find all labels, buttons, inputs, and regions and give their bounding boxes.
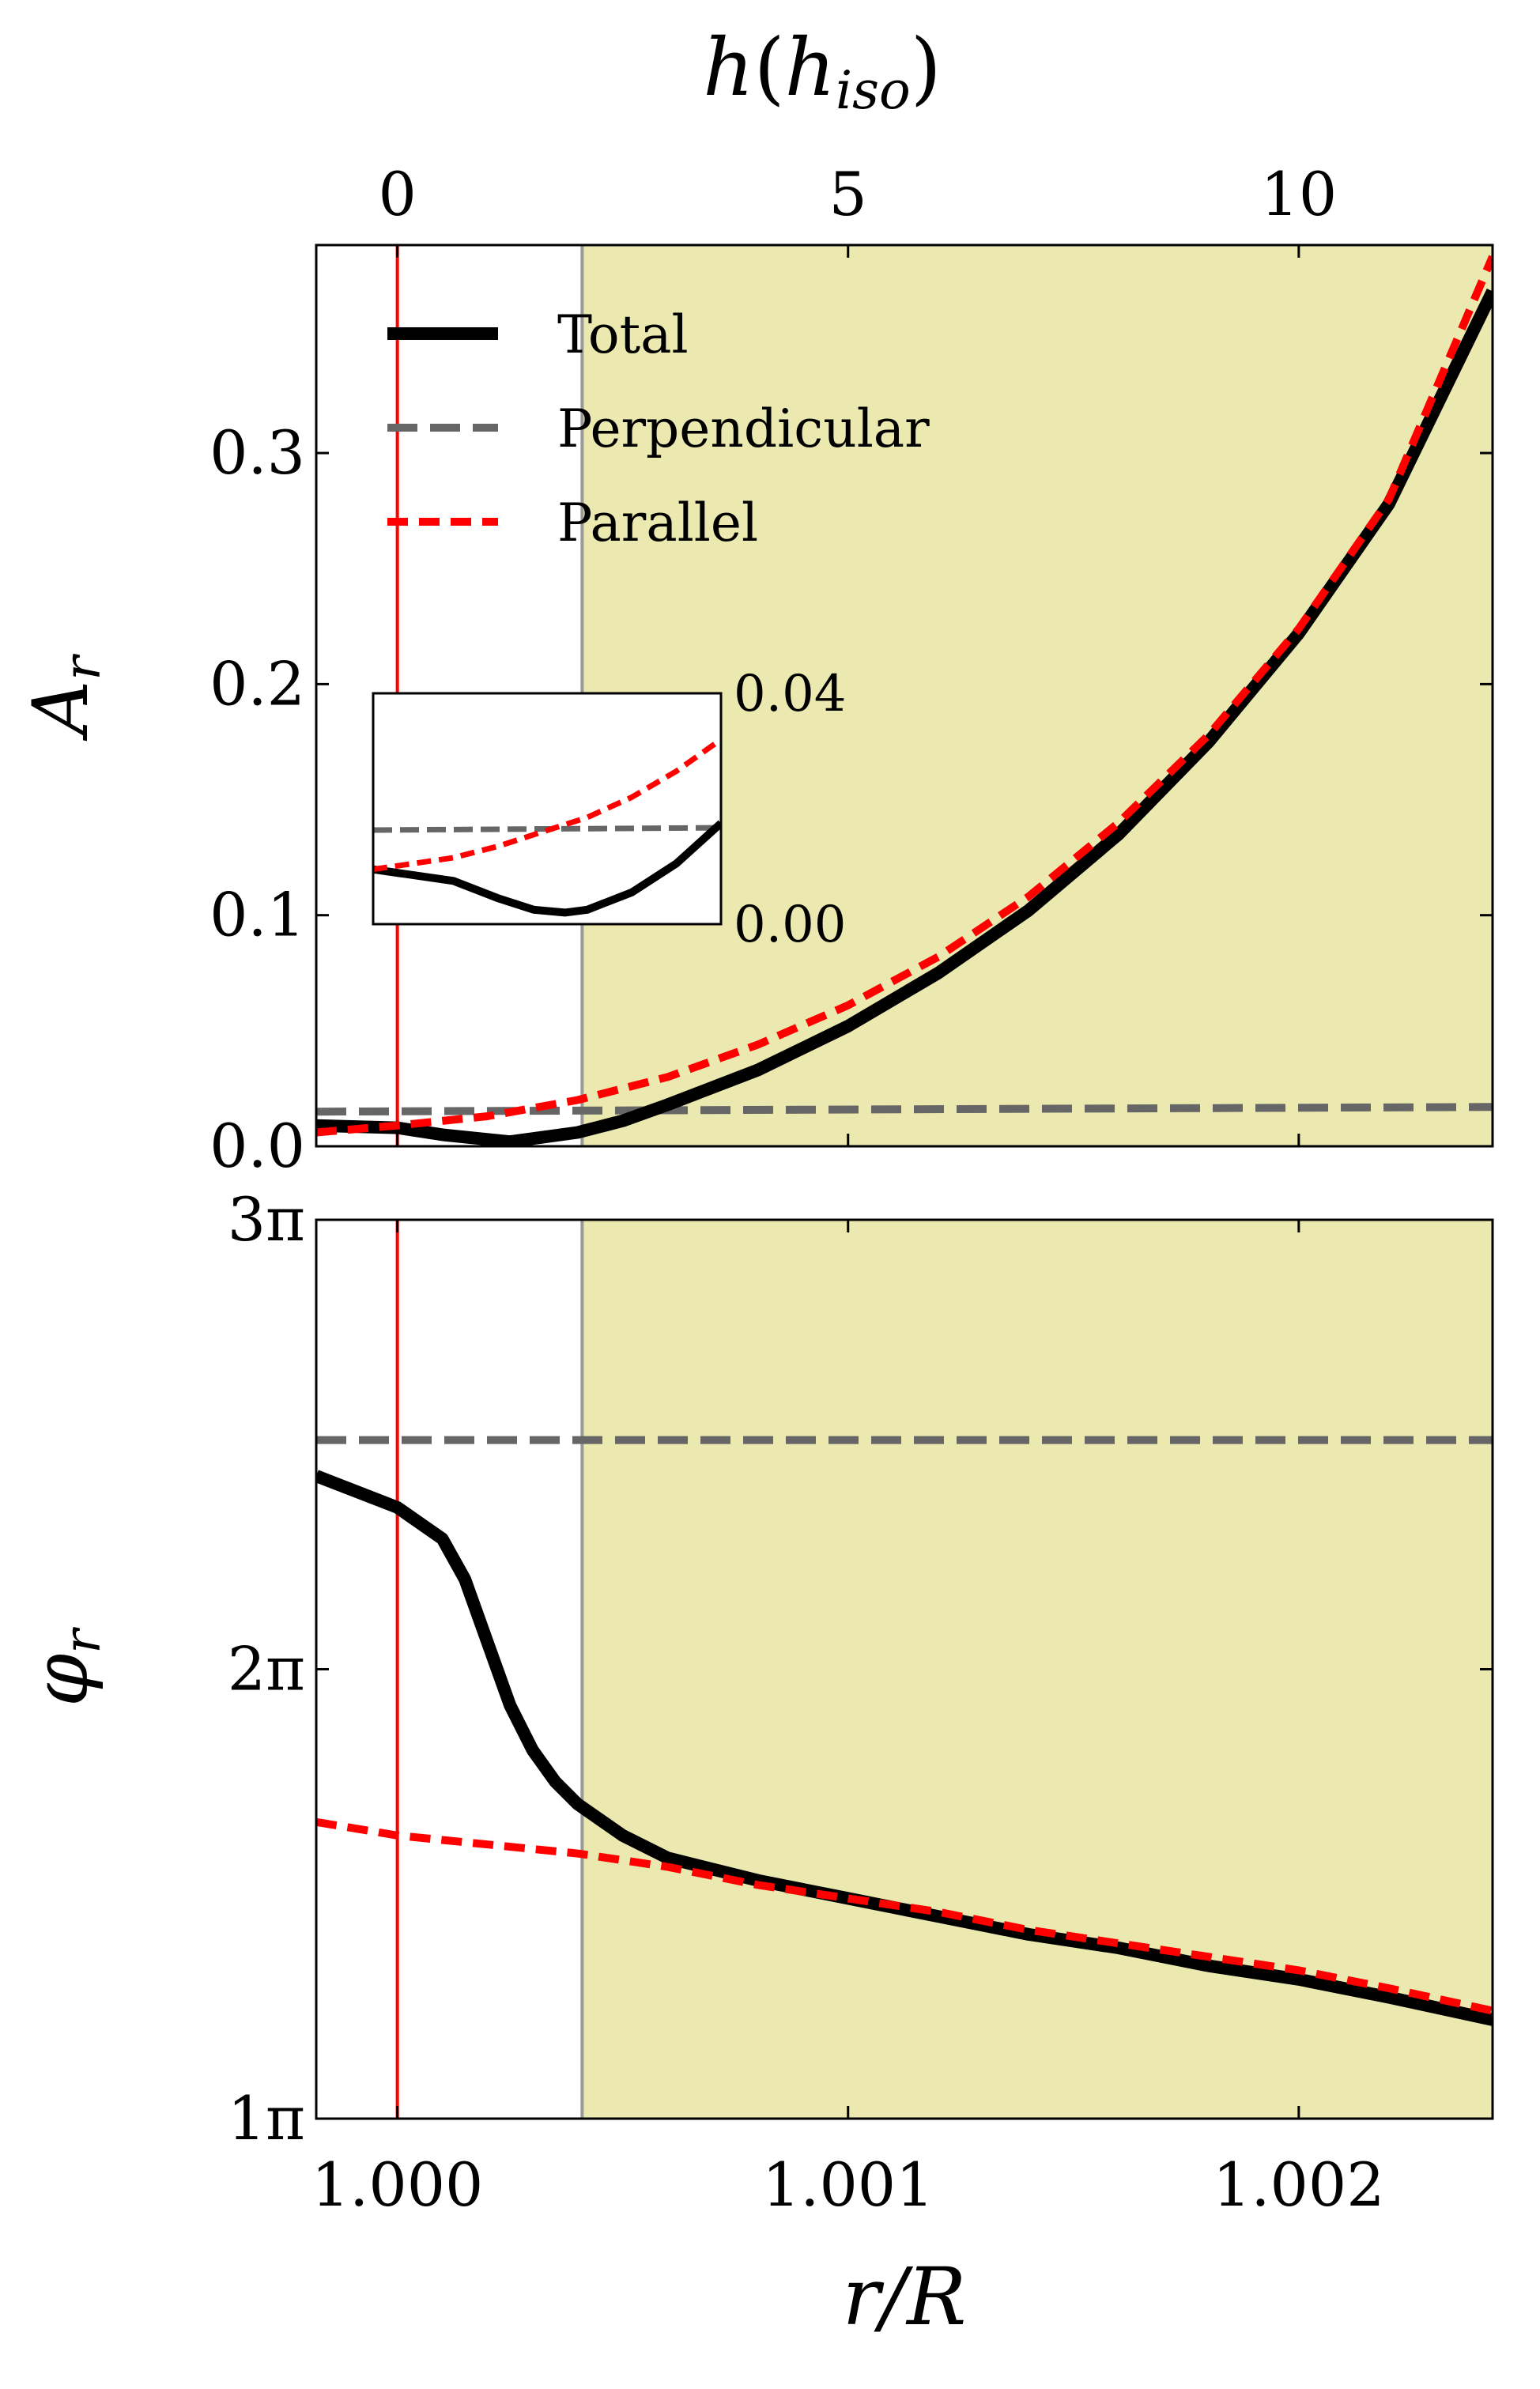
amplitude-ytick-label: 0.2 — [209, 648, 305, 719]
inset-series-parallel — [373, 737, 721, 873]
inset: 0.00 0.04 — [372, 665, 847, 954]
amplitude-ylabel-sub: r — [54, 654, 112, 681]
phase-xlabel: r/R — [843, 2251, 967, 2343]
top-axis-title-base: h — [703, 21, 753, 114]
inset-ytick-label: 0.00 — [734, 896, 847, 954]
phase-ytick-label: 1π — [228, 2083, 305, 2153]
phase-series-parallel — [316, 1817, 1493, 2015]
amplitude-panel: 0.00.10.20.30 5 10 h(hiso) Ar Total Perpen… — [17, 21, 1494, 1181]
inset-background — [373, 693, 721, 924]
amplitude-series-total — [316, 288, 1493, 1146]
top-axis-tick-label: 0 — [378, 159, 416, 229]
phase-xtick-label: 1.000 — [311, 2149, 484, 2220]
legend-label-perpendicular: Perpendicular — [557, 398, 930, 459]
legend-label-parallel: Parallel — [557, 493, 758, 553]
phase-ylabel-sub: r — [54, 1627, 112, 1654]
inset-ytick-label: 0.04 — [734, 665, 847, 723]
inset-frame — [372, 692, 723, 926]
legend-label-total: Total — [557, 304, 689, 365]
phase-ytick-label: 3π — [228, 1184, 305, 1255]
amplitude-ylabel-base: A — [17, 681, 105, 742]
top-axis-title-inner: h — [785, 21, 836, 114]
amplitude-ytick-label: 0.1 — [209, 880, 305, 950]
amplitude-series-parallel — [316, 255, 1493, 1137]
phase-panel: 1π 2π 3π 1.000 1.001 1.002 φr r/R — [17, 1184, 1494, 2343]
phase-ytick-label: 2π — [228, 1634, 305, 1704]
top-axis-title: h(hiso) — [703, 21, 942, 121]
phase-shaded-region — [582, 1220, 1493, 2119]
phase-plot-frame — [315, 1218, 1494, 2120]
legend: Total Perpendicular Parallel — [387, 304, 930, 553]
amplitude-shaded-region — [582, 245, 1493, 1146]
inset-series-total — [373, 820, 721, 917]
amplitude-ytick-label: 0.0 — [209, 1111, 305, 1181]
amplitude-ytick-label: 0.3 — [209, 417, 305, 488]
top-axis-tick-label: 10 — [1260, 159, 1337, 229]
top-axis-title-close: ) — [911, 21, 942, 114]
top-axis-title-sub: iso — [836, 60, 911, 121]
phase-ylabel: φr — [17, 1627, 112, 1707]
amplitude-ylabel: Ar — [17, 654, 112, 742]
top-axis-tick-label: 5 — [829, 159, 867, 229]
phase-ylabel-base: φ — [17, 1654, 105, 1707]
phase-xtick-label: 1.001 — [762, 2149, 934, 2220]
phase-xtick-label: 1.002 — [1213, 2149, 1385, 2220]
phase-series-total — [316, 1470, 1493, 2026]
amplitude-plot-frame — [315, 243, 1494, 1148]
top-axis-title-open: ( — [754, 21, 785, 114]
